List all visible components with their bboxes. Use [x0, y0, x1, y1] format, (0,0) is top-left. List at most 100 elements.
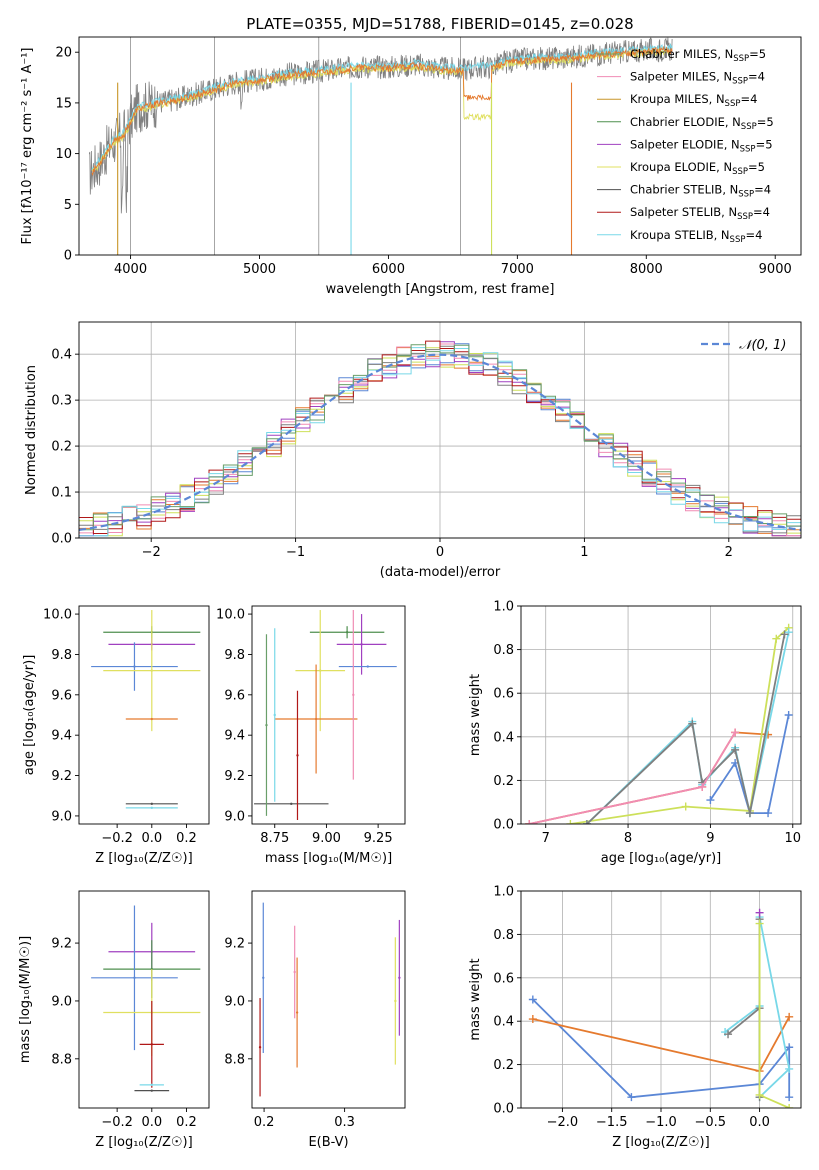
- y-tick-label: 10: [55, 147, 72, 162]
- legend-subscript: SSP: [737, 212, 753, 222]
- error-bar-point: [125, 802, 178, 806]
- plot-frame: [251, 605, 406, 825]
- legend-entry-label: Kroupa MILES, NSSP=4: [630, 92, 757, 109]
- x-tick-label: 4000: [114, 262, 147, 277]
- model-spectrum-line: [91, 45, 673, 177]
- data-point: [394, 999, 397, 1003]
- y-tick-label: 1.0: [493, 885, 514, 900]
- y-tick-label: 0.2: [493, 1058, 514, 1073]
- legend-suffix: =4: [745, 228, 762, 242]
- x-axis-label: E(B-V): [308, 1135, 348, 1150]
- x-tick-label: 9000: [759, 262, 792, 277]
- y-tick-label: 10.0: [43, 608, 72, 623]
- error-bar-point: [293, 925, 296, 1019]
- y-tick-label: 0.8: [493, 928, 514, 943]
- y-tick-label: 9.2: [224, 937, 245, 952]
- weight-marker: [784, 628, 793, 637]
- plot-frame: [251, 890, 406, 1109]
- data-point: [290, 802, 293, 806]
- plot-frame: [520, 605, 802, 825]
- data-point: [150, 1083, 153, 1087]
- legend-subscript: SSP: [732, 77, 748, 87]
- y-tick-label: 0.8: [493, 643, 514, 658]
- weight-series-line: [586, 634, 786, 824]
- data-point: [258, 1046, 262, 1049]
- x-tick-label: 0.2: [176, 1115, 197, 1130]
- plot-frame: [78, 36, 802, 256]
- mass-vs-Z-panel: −0.2 0.0 0.2 8.8 9.0 9.2 Z [log₁₀(Z/Z☉)] mass […: [18, 890, 210, 1150]
- weight-marker: [780, 630, 789, 639]
- error-bar-point: [394, 937, 397, 1065]
- y-tick-label: 0.4: [51, 348, 72, 363]
- plot-frame: [78, 890, 210, 1109]
- y-tick-label: 1.0: [493, 600, 514, 615]
- y-tick-label: 0.3: [51, 394, 72, 409]
- error-bar-point: [258, 998, 262, 1097]
- error-bar-point: [352, 610, 355, 780]
- x-tick-label: 7: [542, 831, 550, 846]
- y-tick-label: 0.1: [51, 486, 72, 501]
- legend-suffix: =4: [754, 183, 771, 197]
- data-point: [314, 717, 318, 721]
- x-tick-label: −0.5: [695, 1115, 727, 1130]
- y-axis-label: mass weight: [468, 674, 483, 756]
- legend-label-text: Chabrier STELIB, N: [630, 183, 738, 197]
- data-point: [345, 631, 349, 634]
- weight-marker: [528, 995, 537, 1004]
- weight-series-line: [570, 627, 790, 824]
- mass-vs-ebv-panel: 0.2 0.3 8.8 9.0 9.2 E(B-V): [224, 890, 406, 1150]
- x-tick-label: −2.0: [547, 1115, 579, 1130]
- x-axis-label: wavelength [Angstrom, rest frame]: [326, 282, 555, 297]
- age-vs-Z-panel: −0.2 0.0 0.2 9.0 9.2 9.4 9.6 9.8 10.0 Z [log₁₀(Z/…: [22, 605, 210, 866]
- legend-entry-label: Chabrier ELODIE, NSSP=5: [630, 115, 774, 132]
- x-axis-label: mass [log₁₀(M/M☉)]: [265, 851, 392, 866]
- legend-subscript: SSP: [732, 167, 748, 177]
- x-tick-label: 9: [706, 831, 714, 846]
- weight-marker: [785, 1043, 794, 1052]
- data-point: [319, 669, 322, 672]
- legend-label-text: Chabrier ELODIE, N: [630, 115, 741, 129]
- data-point: [150, 806, 153, 810]
- age-vs-mass-panel: 8.75 9.00 9.25 9.0 9.2 9.4 9.6 9.8 10.0 mass [log…: [216, 605, 406, 866]
- y-tick-label: 10.0: [216, 608, 245, 623]
- weight-marker: [525, 820, 534, 824]
- data-point: [150, 1089, 153, 1092]
- weight-marker: [785, 1093, 794, 1102]
- legend-label-text: Kroupa MILES, N: [630, 92, 725, 106]
- error-bar-point: [254, 802, 329, 806]
- x-tick-label: 9.25: [364, 831, 393, 846]
- y-tick-label: 0.6: [493, 687, 514, 702]
- y-tick-label: 0.0: [51, 532, 72, 547]
- y-tick-label: 9.6: [51, 688, 72, 703]
- y-tick-label: 0.4: [493, 730, 514, 745]
- y-tick-label: 9.8: [224, 648, 245, 663]
- residual-histogram: [79, 340, 801, 534]
- error-bar-point: [274, 664, 358, 774]
- plot-area: [525, 623, 793, 824]
- error-bar-point: [338, 665, 397, 668]
- legend-subscript: SSP: [730, 235, 746, 245]
- legend-label-text: Kroupa STELIB, N: [630, 228, 730, 242]
- x-axis-label: (data-model)/error: [380, 565, 501, 580]
- plot-area: [88, 37, 673, 255]
- x-tick-label: −0.2: [101, 1115, 133, 1130]
- plot-area: [79, 340, 801, 537]
- weight-marker: [745, 809, 754, 818]
- x-tick-label: −1.0: [645, 1115, 677, 1130]
- x-tick-label: −0.2: [101, 831, 133, 846]
- legend-entry-label: Kroupa STELIB, NSSP=4: [630, 228, 762, 245]
- error-bar-point: [265, 634, 268, 816]
- legend-entry-label: Salpeter STELIB, NSSP=4: [630, 205, 770, 222]
- data-point: [150, 717, 153, 721]
- weight-marker: [785, 1064, 794, 1073]
- plot-frame: [78, 605, 210, 825]
- legend-entry-label: Chabrier STELIB, NSSP=4: [630, 183, 771, 200]
- y-axis-label: mass [log₁₀(M/M☉)]: [18, 936, 33, 1063]
- x-tick-label: 8: [624, 831, 632, 846]
- error-bar-point: [296, 690, 299, 820]
- y-tick-label: 8.8: [224, 1052, 245, 1067]
- legend-label-text: Chabrier MILES, N: [630, 47, 733, 61]
- plot-area: [528, 908, 794, 1108]
